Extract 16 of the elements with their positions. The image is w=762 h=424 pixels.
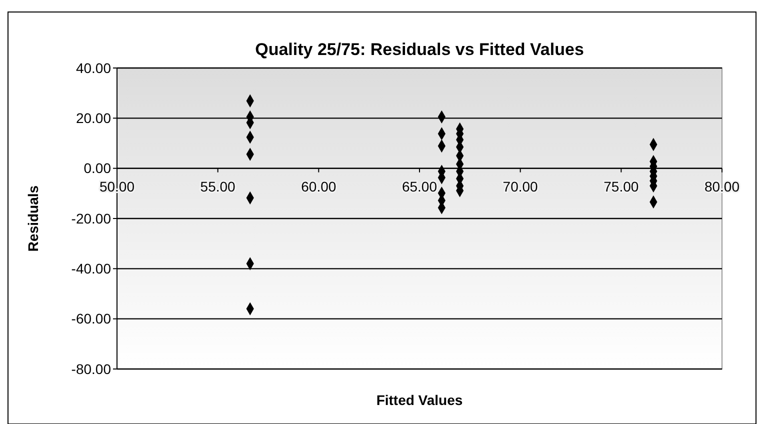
x-axis-title: Fitted Values [376,392,463,408]
y-tick-label: 40.00 [76,60,112,76]
y-tick-label: 0.00 [84,160,112,176]
x-tick-label: 75.00 [604,178,639,194]
x-tick-label: 70.00 [502,178,538,194]
y-tick-label: -60.00 [71,310,112,327]
x-tick-label: 60.00 [301,178,336,194]
chart-title: Quality 25/75: Residuals vs Fitted Values [255,40,584,59]
y-tick-label: -20.00 [71,210,112,226]
y-tick-label: -80.00 [71,360,112,377]
x-tick-label: 65.00 [402,178,438,194]
x-tick-label: 80.00 [704,178,740,194]
y-tick-label: 20.00 [76,110,112,126]
y-tick-label: -40.00 [71,260,112,277]
x-tick-label: 55.00 [200,178,236,194]
y-axis-title: Residuals [25,185,41,252]
